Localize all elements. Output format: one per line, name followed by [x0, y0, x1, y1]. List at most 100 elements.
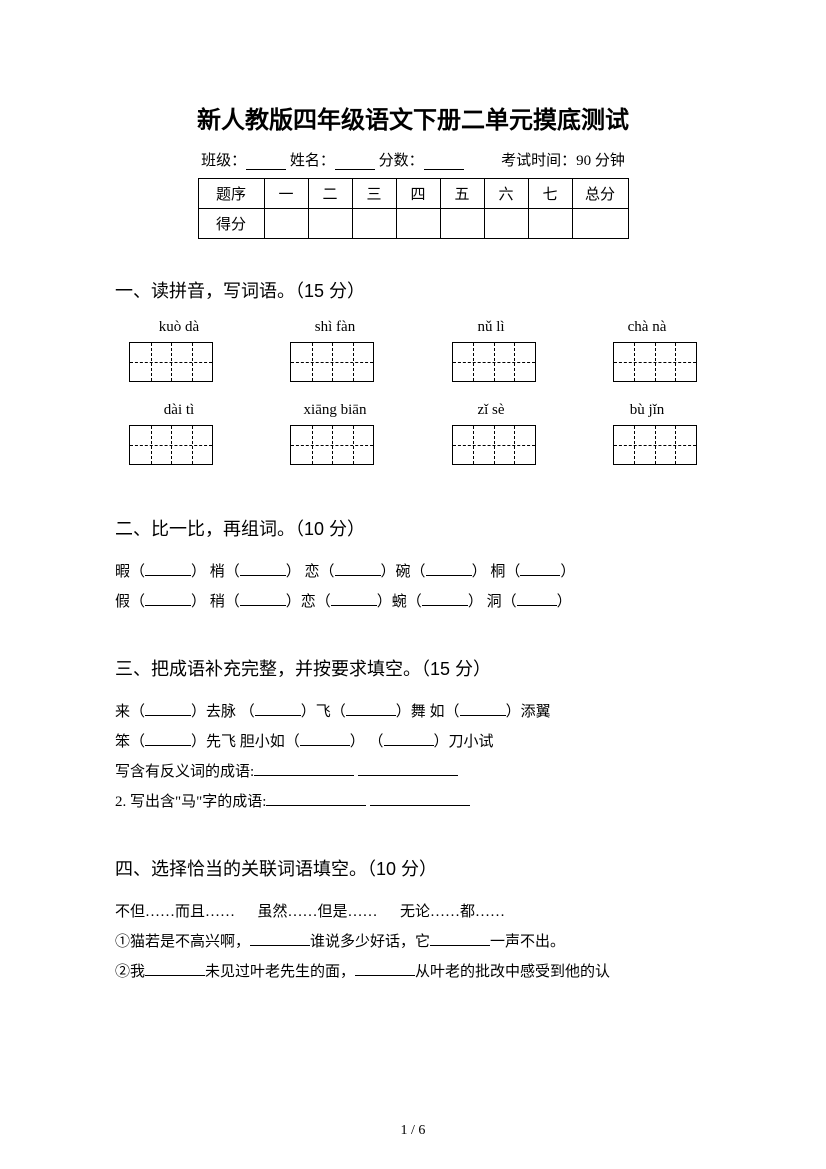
blank — [250, 932, 310, 946]
text: ） 梢（ — [191, 564, 240, 580]
blank — [358, 762, 458, 776]
blank — [145, 702, 191, 716]
pinyin-item: xiāng biān — [285, 402, 385, 419]
text: ） 恋（ — [286, 564, 335, 580]
text: ）飞（ — [301, 704, 346, 720]
section4-q1: ①猫若是不高兴啊， 谁说多少好话，它 一声不出。 — [115, 927, 711, 957]
header-cell: 四 — [396, 179, 440, 209]
text: ） — [557, 594, 572, 610]
blank — [266, 792, 366, 806]
pinyin-item: chà nà — [597, 319, 697, 336]
section2-line1: 暇（） 梢（） 恋（）碗（） 桐（） — [115, 557, 711, 587]
header-cell: 三 — [352, 179, 396, 209]
pinyin-item: zǐ sè — [441, 402, 541, 419]
pinyin-item: dài tì — [129, 402, 229, 419]
class-blank — [246, 155, 286, 170]
pinyin-row: kuò dà shì fàn nǔ lì chà nà — [115, 319, 711, 336]
text: 2. 写出含"马"字的成语: — [115, 794, 266, 810]
section3-title: 三、把成语补充完整，并按要求填空。（15 分） — [115, 655, 711, 681]
section2-line2: 假（ ） 稍（ ）恋（ ）蜿（ ） 洞（ ） — [115, 587, 711, 617]
text: ）蜿（ — [377, 594, 422, 610]
blank — [370, 792, 470, 806]
text: 假（ — [115, 594, 145, 610]
header-cell: 题序 — [198, 179, 264, 209]
text: 谁说多少好话，它 — [310, 934, 430, 950]
section4-title: 四、选择恰当的关联词语填空。（10 分） — [115, 855, 711, 881]
text: 一声不出。 — [490, 934, 565, 950]
char-box — [452, 425, 536, 465]
score-label: 分数： — [379, 153, 424, 169]
text: ） 稍（ — [191, 594, 240, 610]
text: ）刀小试 — [434, 734, 494, 750]
name-label: 姓名： — [290, 153, 335, 169]
page-number: 1 / 6 — [0, 1123, 826, 1139]
score-cell — [484, 209, 528, 239]
blank — [346, 702, 396, 716]
main-title: 新人教版四年级语文下册二单元摸底测试 — [115, 100, 711, 135]
text: ②我 — [115, 964, 145, 980]
section2-title: 二、比一比，再组词。（10 分） — [115, 515, 711, 541]
text: ） — [560, 564, 575, 580]
section3-line2: 笨（）先飞 胆小如（） （）刀小试 — [115, 727, 711, 757]
pinyin-item: bù jǐn — [597, 402, 697, 419]
text: 暇（ — [115, 564, 145, 580]
blank — [300, 732, 350, 746]
header-cell: 总分 — [572, 179, 628, 209]
section1-title: 一、读拼音，写词语。（15 分） — [115, 277, 711, 303]
score-blank — [424, 155, 464, 170]
header-cell: 七 — [528, 179, 572, 209]
char-box — [129, 342, 213, 382]
char-box-row — [115, 342, 711, 382]
text: ） （ — [350, 734, 384, 750]
blank — [422, 592, 468, 606]
text: ） 洞（ — [468, 594, 517, 610]
text: 来（ — [115, 704, 145, 720]
section3-body: 来（）去脉 （）飞（）舞 如（）添翼 笨（）先飞 胆小如（） （）刀小试 写含有… — [115, 697, 711, 817]
text: ）舞 如（ — [396, 704, 460, 720]
blank — [240, 562, 286, 576]
table-row: 题序 一 二 三 四 五 六 七 总分 — [198, 179, 628, 209]
score-cell — [572, 209, 628, 239]
score-cell — [352, 209, 396, 239]
score-cell — [440, 209, 484, 239]
blank — [426, 562, 472, 576]
blank — [520, 562, 560, 576]
blank — [255, 702, 301, 716]
text: 写含有反义词的成语: — [115, 764, 254, 780]
blank — [384, 732, 434, 746]
name-blank — [335, 155, 375, 170]
section3-line3: 写含有反义词的成语: — [115, 757, 711, 787]
blank — [335, 562, 381, 576]
class-label: 班级： — [201, 153, 246, 169]
header-cell: 一 — [264, 179, 308, 209]
blank — [145, 562, 191, 576]
section3-line4: 2. 写出含"马"字的成语: — [115, 787, 711, 817]
blank — [145, 592, 191, 606]
pinyin-item: kuò dà — [129, 319, 229, 336]
char-box — [613, 425, 697, 465]
blank — [145, 732, 191, 746]
score-row-label: 得分 — [198, 209, 264, 239]
score-cell — [308, 209, 352, 239]
header-cell: 六 — [484, 179, 528, 209]
blank — [145, 962, 205, 976]
char-box — [452, 342, 536, 382]
pinyin-row: dài tì xiāng biān zǐ sè bù jǐn — [115, 402, 711, 419]
char-box — [290, 425, 374, 465]
pinyin-item: shì fàn — [285, 319, 385, 336]
text: ） 桐（ — [472, 564, 521, 580]
score-cell — [528, 209, 572, 239]
text: ）恋（ — [286, 594, 331, 610]
char-box — [129, 425, 213, 465]
section4-options: 不但……而且…… 虽然……但是…… 无论……都…… — [115, 897, 711, 927]
info-line: 班级： 姓名： 分数： 考试时间：90 分钟 — [115, 149, 711, 170]
text: ①猫若是不高兴啊， — [115, 934, 250, 950]
score-table: 题序 一 二 三 四 五 六 七 总分 得分 — [198, 178, 629, 239]
char-box — [613, 342, 697, 382]
time-label: 考试时间：90 分钟 — [501, 153, 625, 169]
blank — [240, 592, 286, 606]
text: ）去脉 （ — [191, 704, 255, 720]
blank — [254, 762, 354, 776]
text: 从叶老的批改中感受到他的认 — [415, 964, 610, 980]
score-cell — [396, 209, 440, 239]
